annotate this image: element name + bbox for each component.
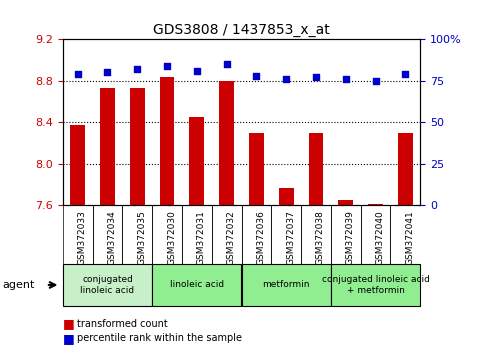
Bar (70, 125, 85, 205)
Bar (130, 88, 145, 205)
Bar (331, 264, 420, 306)
Point (372, 78, 380, 84)
Text: percentile rank within the sample: percentile rank within the sample (77, 333, 242, 343)
Text: GSM372031: GSM372031 (197, 210, 206, 265)
Bar (152, 264, 242, 306)
Bar (398, 132, 413, 205)
Bar (242, 264, 331, 306)
Text: conjugated linoleic acid
+ metformin: conjugated linoleic acid + metformin (322, 275, 429, 295)
Point (253, 73, 260, 78)
Bar (189, 117, 204, 205)
Point (223, 61, 230, 67)
Point (104, 69, 112, 75)
Text: ■: ■ (63, 332, 74, 344)
Text: GSM372041: GSM372041 (405, 210, 414, 265)
Bar (338, 200, 353, 205)
Point (282, 76, 290, 82)
Title: GDS3808 / 1437853_x_at: GDS3808 / 1437853_x_at (153, 23, 330, 36)
Text: GSM372032: GSM372032 (227, 210, 236, 265)
Point (74, 71, 82, 77)
Point (401, 71, 409, 77)
Bar (249, 132, 264, 205)
Text: GSM372040: GSM372040 (376, 210, 384, 265)
Bar (368, 204, 383, 205)
Text: agent: agent (2, 280, 35, 290)
Bar (159, 78, 174, 205)
Bar (279, 188, 294, 205)
Text: GSM372036: GSM372036 (256, 210, 265, 265)
Point (342, 76, 350, 82)
Text: GSM372033: GSM372033 (78, 210, 86, 265)
Point (312, 74, 320, 80)
Text: GSM372037: GSM372037 (286, 210, 295, 265)
Text: metformin: metformin (262, 280, 310, 290)
Text: conjugated
linoleic acid: conjugated linoleic acid (80, 275, 135, 295)
Bar (309, 132, 324, 205)
Text: linoleic acid: linoleic acid (170, 280, 224, 290)
Text: GSM372034: GSM372034 (108, 210, 116, 265)
Text: GSM372035: GSM372035 (137, 210, 146, 265)
Point (193, 68, 201, 73)
Bar (100, 88, 115, 205)
Text: GSM372030: GSM372030 (167, 210, 176, 265)
Text: GSM372039: GSM372039 (346, 210, 355, 265)
Bar (63, 264, 152, 306)
Text: GSM372038: GSM372038 (316, 210, 325, 265)
Point (133, 66, 141, 72)
Text: transformed count: transformed count (77, 319, 168, 329)
Bar (219, 80, 234, 205)
Text: ■: ■ (63, 318, 74, 330)
Point (163, 63, 171, 68)
